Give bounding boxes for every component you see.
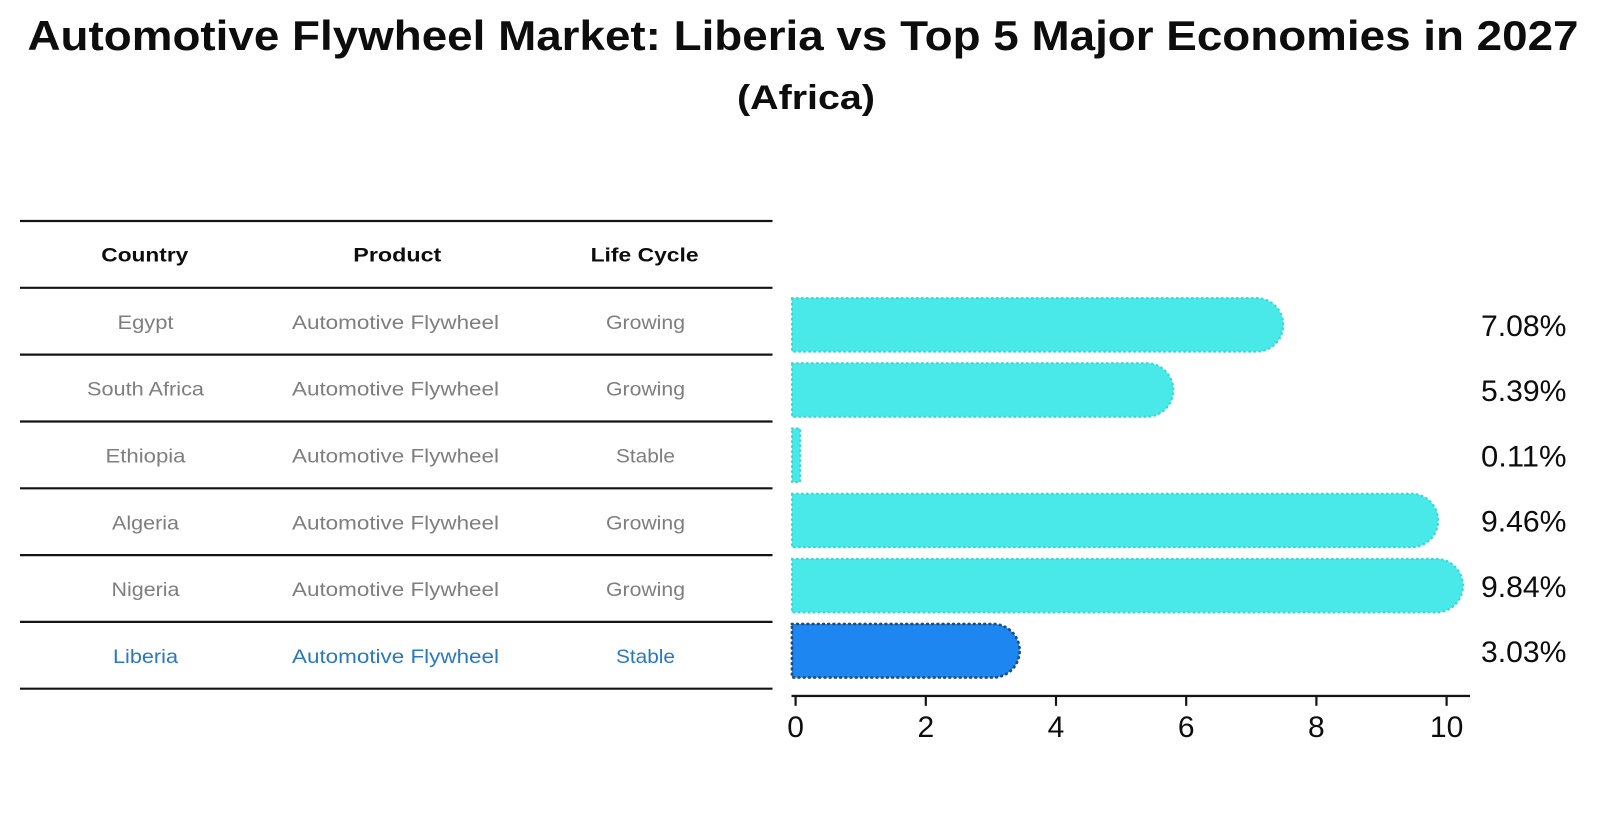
- svg-text:Egypt: Egypt: [118, 313, 175, 334]
- svg-text:Automotive Flywheel: Automotive Flywheel: [292, 513, 499, 534]
- svg-text:Growing: Growing: [606, 513, 685, 534]
- svg-text:Ethiopia: Ethiopia: [106, 447, 186, 468]
- svg-text:9.84%: 9.84%: [1481, 571, 1567, 604]
- svg-text:2: 2: [917, 711, 934, 744]
- svg-text:Growing: Growing: [606, 380, 685, 401]
- svg-text:10: 10: [1430, 711, 1464, 744]
- svg-text:Automotive Flywheel: Automotive Flywheel: [292, 313, 499, 334]
- svg-text:Product: Product: [353, 246, 442, 267]
- svg-text:Liberia: Liberia: [113, 647, 178, 668]
- svg-text:Automotive Flywheel: Automotive Flywheel: [292, 647, 499, 668]
- svg-text:0.11%: 0.11%: [1481, 440, 1567, 473]
- svg-text:Stable: Stable: [616, 647, 675, 668]
- svg-text:Growing: Growing: [606, 580, 685, 601]
- svg-text:6: 6: [1178, 711, 1195, 744]
- svg-text:Automotive Flywheel Market: Li: Automotive Flywheel Market: Liberia vs T…: [28, 12, 1579, 59]
- svg-text:South Africa: South Africa: [87, 380, 204, 401]
- svg-text:7.08%: 7.08%: [1481, 310, 1567, 343]
- svg-text:9.46%: 9.46%: [1481, 506, 1567, 539]
- svg-text:Automotive Flywheel: Automotive Flywheel: [292, 580, 499, 601]
- svg-text:Country: Country: [101, 246, 189, 267]
- svg-text:4: 4: [1048, 711, 1065, 744]
- svg-text:0: 0: [787, 711, 804, 744]
- svg-text:5.39%: 5.39%: [1481, 375, 1567, 408]
- svg-text:Stable: Stable: [616, 447, 675, 468]
- svg-text:Automotive Flywheel: Automotive Flywheel: [292, 447, 499, 468]
- svg-text:3.03%: 3.03%: [1481, 636, 1567, 669]
- svg-text:(Africa): (Africa): [737, 79, 875, 117]
- svg-text:8: 8: [1308, 711, 1325, 744]
- svg-text:Automotive Flywheel: Automotive Flywheel: [292, 380, 499, 401]
- svg-text:Nigeria: Nigeria: [112, 580, 180, 601]
- svg-text:Life Cycle: Life Cycle: [591, 246, 699, 267]
- svg-text:Growing: Growing: [606, 313, 685, 334]
- svg-text:Algeria: Algeria: [112, 513, 179, 534]
